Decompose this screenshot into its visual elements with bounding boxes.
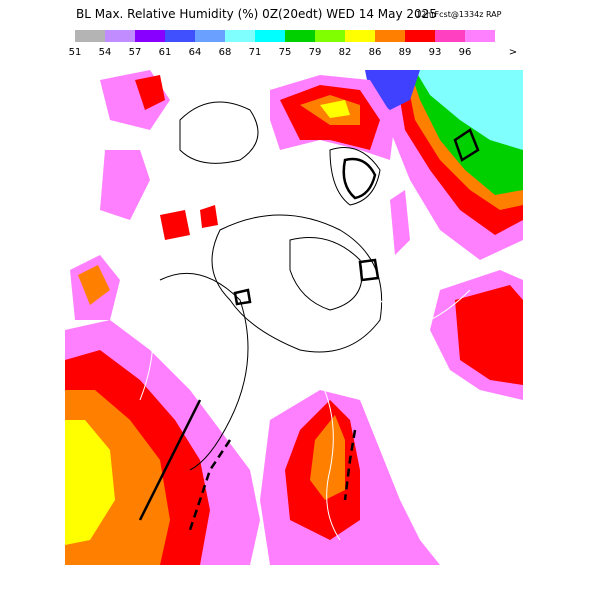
color-swatch <box>105 30 135 42</box>
scale-label: 57 <box>129 47 142 58</box>
scale-label: 86 <box>369 47 382 58</box>
scale-label: 79 <box>309 47 322 58</box>
color-swatch <box>255 30 285 42</box>
scale-label: 64 <box>189 47 202 58</box>
color-scale: 51 54 57 61 64 68 71 75 79 82 86 89 93 96 > <box>69 30 517 58</box>
color-swatch <box>345 30 375 42</box>
scale-label: 93 <box>429 47 442 58</box>
humidity-field <box>65 70 523 565</box>
scale-label: 68 <box>219 47 232 58</box>
color-swatch <box>225 30 255 42</box>
color-swatch <box>285 30 315 42</box>
scale-label: 75 <box>279 47 292 58</box>
color-swatch <box>375 30 405 42</box>
title: BL Max. Relative Humidity (%) 0Z(20edt) … <box>76 7 437 21</box>
color-swatch <box>195 30 225 42</box>
color-swatch <box>135 30 165 42</box>
scale-label: 71 <box>249 47 262 58</box>
scale-label: 82 <box>339 47 352 58</box>
scale-label: 54 <box>99 47 112 58</box>
color-swatch <box>165 30 195 42</box>
scale-label: 51 <box>69 47 82 58</box>
color-swatch <box>465 30 495 42</box>
map <box>65 70 523 565</box>
run-info: 12hrFcst@1334z RAP <box>416 10 502 19</box>
scale-label: 89 <box>399 47 412 58</box>
color-swatch <box>435 30 465 42</box>
scale-overflow: > <box>509 47 517 58</box>
color-swatch <box>315 30 345 42</box>
color-swatch <box>405 30 435 42</box>
scale-label: 96 <box>459 47 472 58</box>
color-swatch <box>75 30 105 42</box>
scale-label: 61 <box>159 47 172 58</box>
